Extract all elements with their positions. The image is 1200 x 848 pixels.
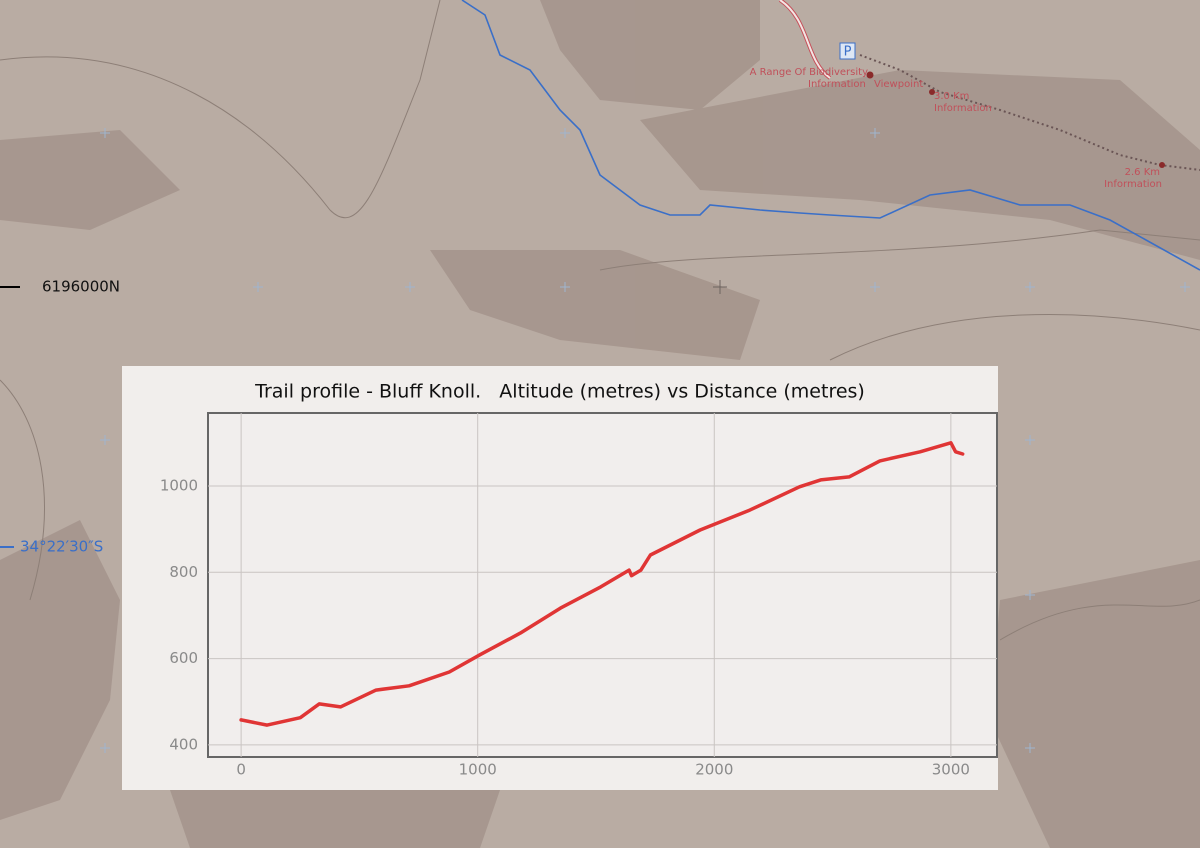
y-tick-label: 1000 [160, 476, 198, 494]
chart-title: Trail profile - Bluff Knoll. Altitude (m… [254, 381, 865, 403]
parking-label: P [844, 45, 852, 60]
road-inner [779, 0, 831, 79]
poi-label: 2.6 Km [1125, 167, 1160, 178]
poi-label: 3.0 Km [934, 91, 969, 102]
chart: 400 600 800 1000 0 1000 2000 3000 [160, 413, 997, 779]
poi-marker [866, 71, 874, 79]
northing-label: 6196000N [42, 278, 120, 296]
x-tick-label: 2000 [695, 761, 733, 779]
contour-lines [0, 0, 1200, 641]
poi-label: Information [1104, 179, 1162, 190]
x-tick-label: 0 [236, 761, 246, 779]
poi-label: Viewpoint [874, 79, 923, 90]
x-tick-label: 1000 [459, 761, 497, 779]
poi-label: Information [808, 79, 866, 90]
y-tick-label: 600 [169, 649, 198, 667]
latitude-label: 34°22′30″S [20, 538, 103, 556]
y-tick-label: 400 [169, 735, 198, 753]
walking-trail [859, 54, 1200, 171]
grid-crosses [100, 128, 1190, 753]
y-tick-label: 800 [169, 563, 198, 581]
poi-label: Information [934, 103, 992, 114]
poi-marker [1159, 162, 1165, 168]
poi-label: A Range Of Biodiversity [750, 67, 868, 78]
parking-icon [839, 42, 856, 60]
x-tick-label: 3000 [932, 761, 970, 779]
profile-line [239, 441, 965, 727]
poi-marker [929, 89, 935, 95]
river [461, 0, 1200, 271]
